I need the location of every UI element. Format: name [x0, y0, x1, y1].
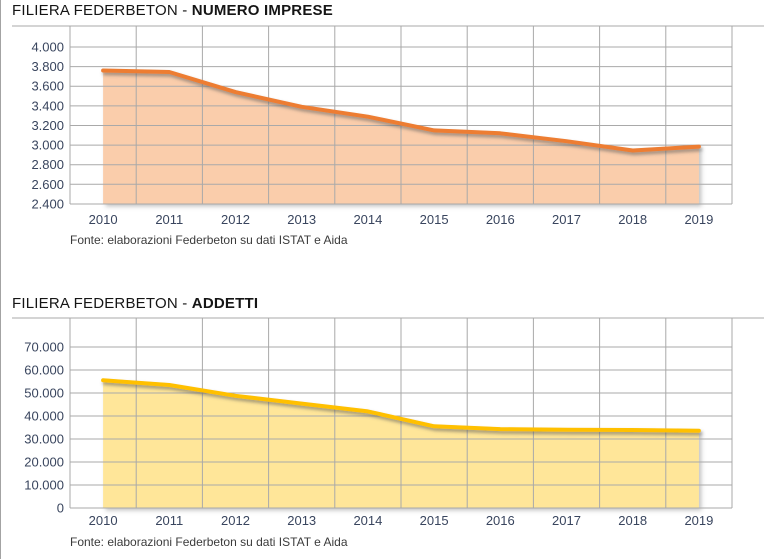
page-left-edge	[0, 0, 1, 559]
ytick-label: 0	[57, 501, 64, 516]
ytick-label: 30.000	[24, 432, 64, 447]
xtick-label: 2015	[420, 212, 449, 227]
xtick-label: 2014	[353, 513, 382, 528]
ytick-label: 60.000	[24, 363, 64, 378]
ytick-label: 2.400	[31, 197, 64, 212]
chart-title-prefix: FILIERA FEDERBETON -	[12, 2, 192, 19]
ytick-label: 10.000	[24, 478, 64, 493]
ytick-label: 50.000	[24, 386, 64, 401]
xtick-label: 2010	[89, 513, 118, 528]
ytick-label: 3.200	[31, 118, 64, 133]
chart-title-emphasis: NUMERO IMPRESE	[191, 2, 333, 19]
xtick-label: 2019	[684, 513, 713, 528]
xtick-label: 2012	[221, 513, 250, 528]
ytick-label: 40.000	[24, 409, 64, 424]
ytick-label: 3.400	[31, 98, 64, 113]
ytick-label: 3.000	[31, 138, 64, 153]
ytick-label: 2.800	[31, 157, 64, 172]
ytick-label: 70.000	[24, 340, 64, 355]
xtick-label: 2018	[618, 212, 647, 227]
xtick-label: 2013	[287, 513, 316, 528]
chart-title-emphasis: ADDETTI	[191, 295, 259, 312]
ytick-label: 20.000	[24, 455, 64, 470]
xtick-label: 2013	[287, 212, 316, 227]
xtick-label: 2017	[552, 513, 581, 528]
xtick-label: 2018	[618, 513, 647, 528]
ytick-label: 4.000	[31, 40, 64, 55]
area-chart-numero-imprese: 4.000 3.800 3.600 3.400 3.200 3.000 2.800 2.600…	[12, 25, 764, 227]
xtick-label: 2015	[420, 513, 449, 528]
data-line	[101, 68, 701, 153]
source-note: Fonte: elaborazioni Federbeton su dati I…	[70, 535, 348, 549]
ytick-label: 3.800	[31, 59, 64, 74]
xtick-label: 2014	[353, 212, 382, 227]
chart-title-prefix: FILIERA FEDERBETON -	[12, 295, 192, 312]
data-line	[101, 378, 701, 433]
chart-title-numero-imprese: FILIERA FEDERBETON - NUMERO IMPRESE	[12, 2, 333, 19]
xtick-label: 2017	[552, 212, 581, 227]
xtick-label: 2010	[89, 212, 118, 227]
xtick-label: 2016	[486, 513, 515, 528]
source-note: Fonte: elaborazioni Federbeton su dati I…	[70, 233, 348, 247]
chart-title-addetti: FILIERA FEDERBETON - ADDETTI	[12, 295, 258, 312]
xtick-label: 2016	[486, 212, 515, 227]
xtick-label: 2011	[155, 513, 183, 528]
xtick-label: 2019	[684, 212, 713, 227]
ytick-label: 3.600	[31, 79, 64, 94]
area-chart-addetti: 70.000 60.000 50.000 40.000 30.000 20.000 10.0…	[12, 317, 764, 528]
xtick-label: 2011	[155, 212, 183, 227]
ytick-label: 2.600	[31, 177, 64, 192]
xtick-label: 2012	[221, 212, 250, 227]
